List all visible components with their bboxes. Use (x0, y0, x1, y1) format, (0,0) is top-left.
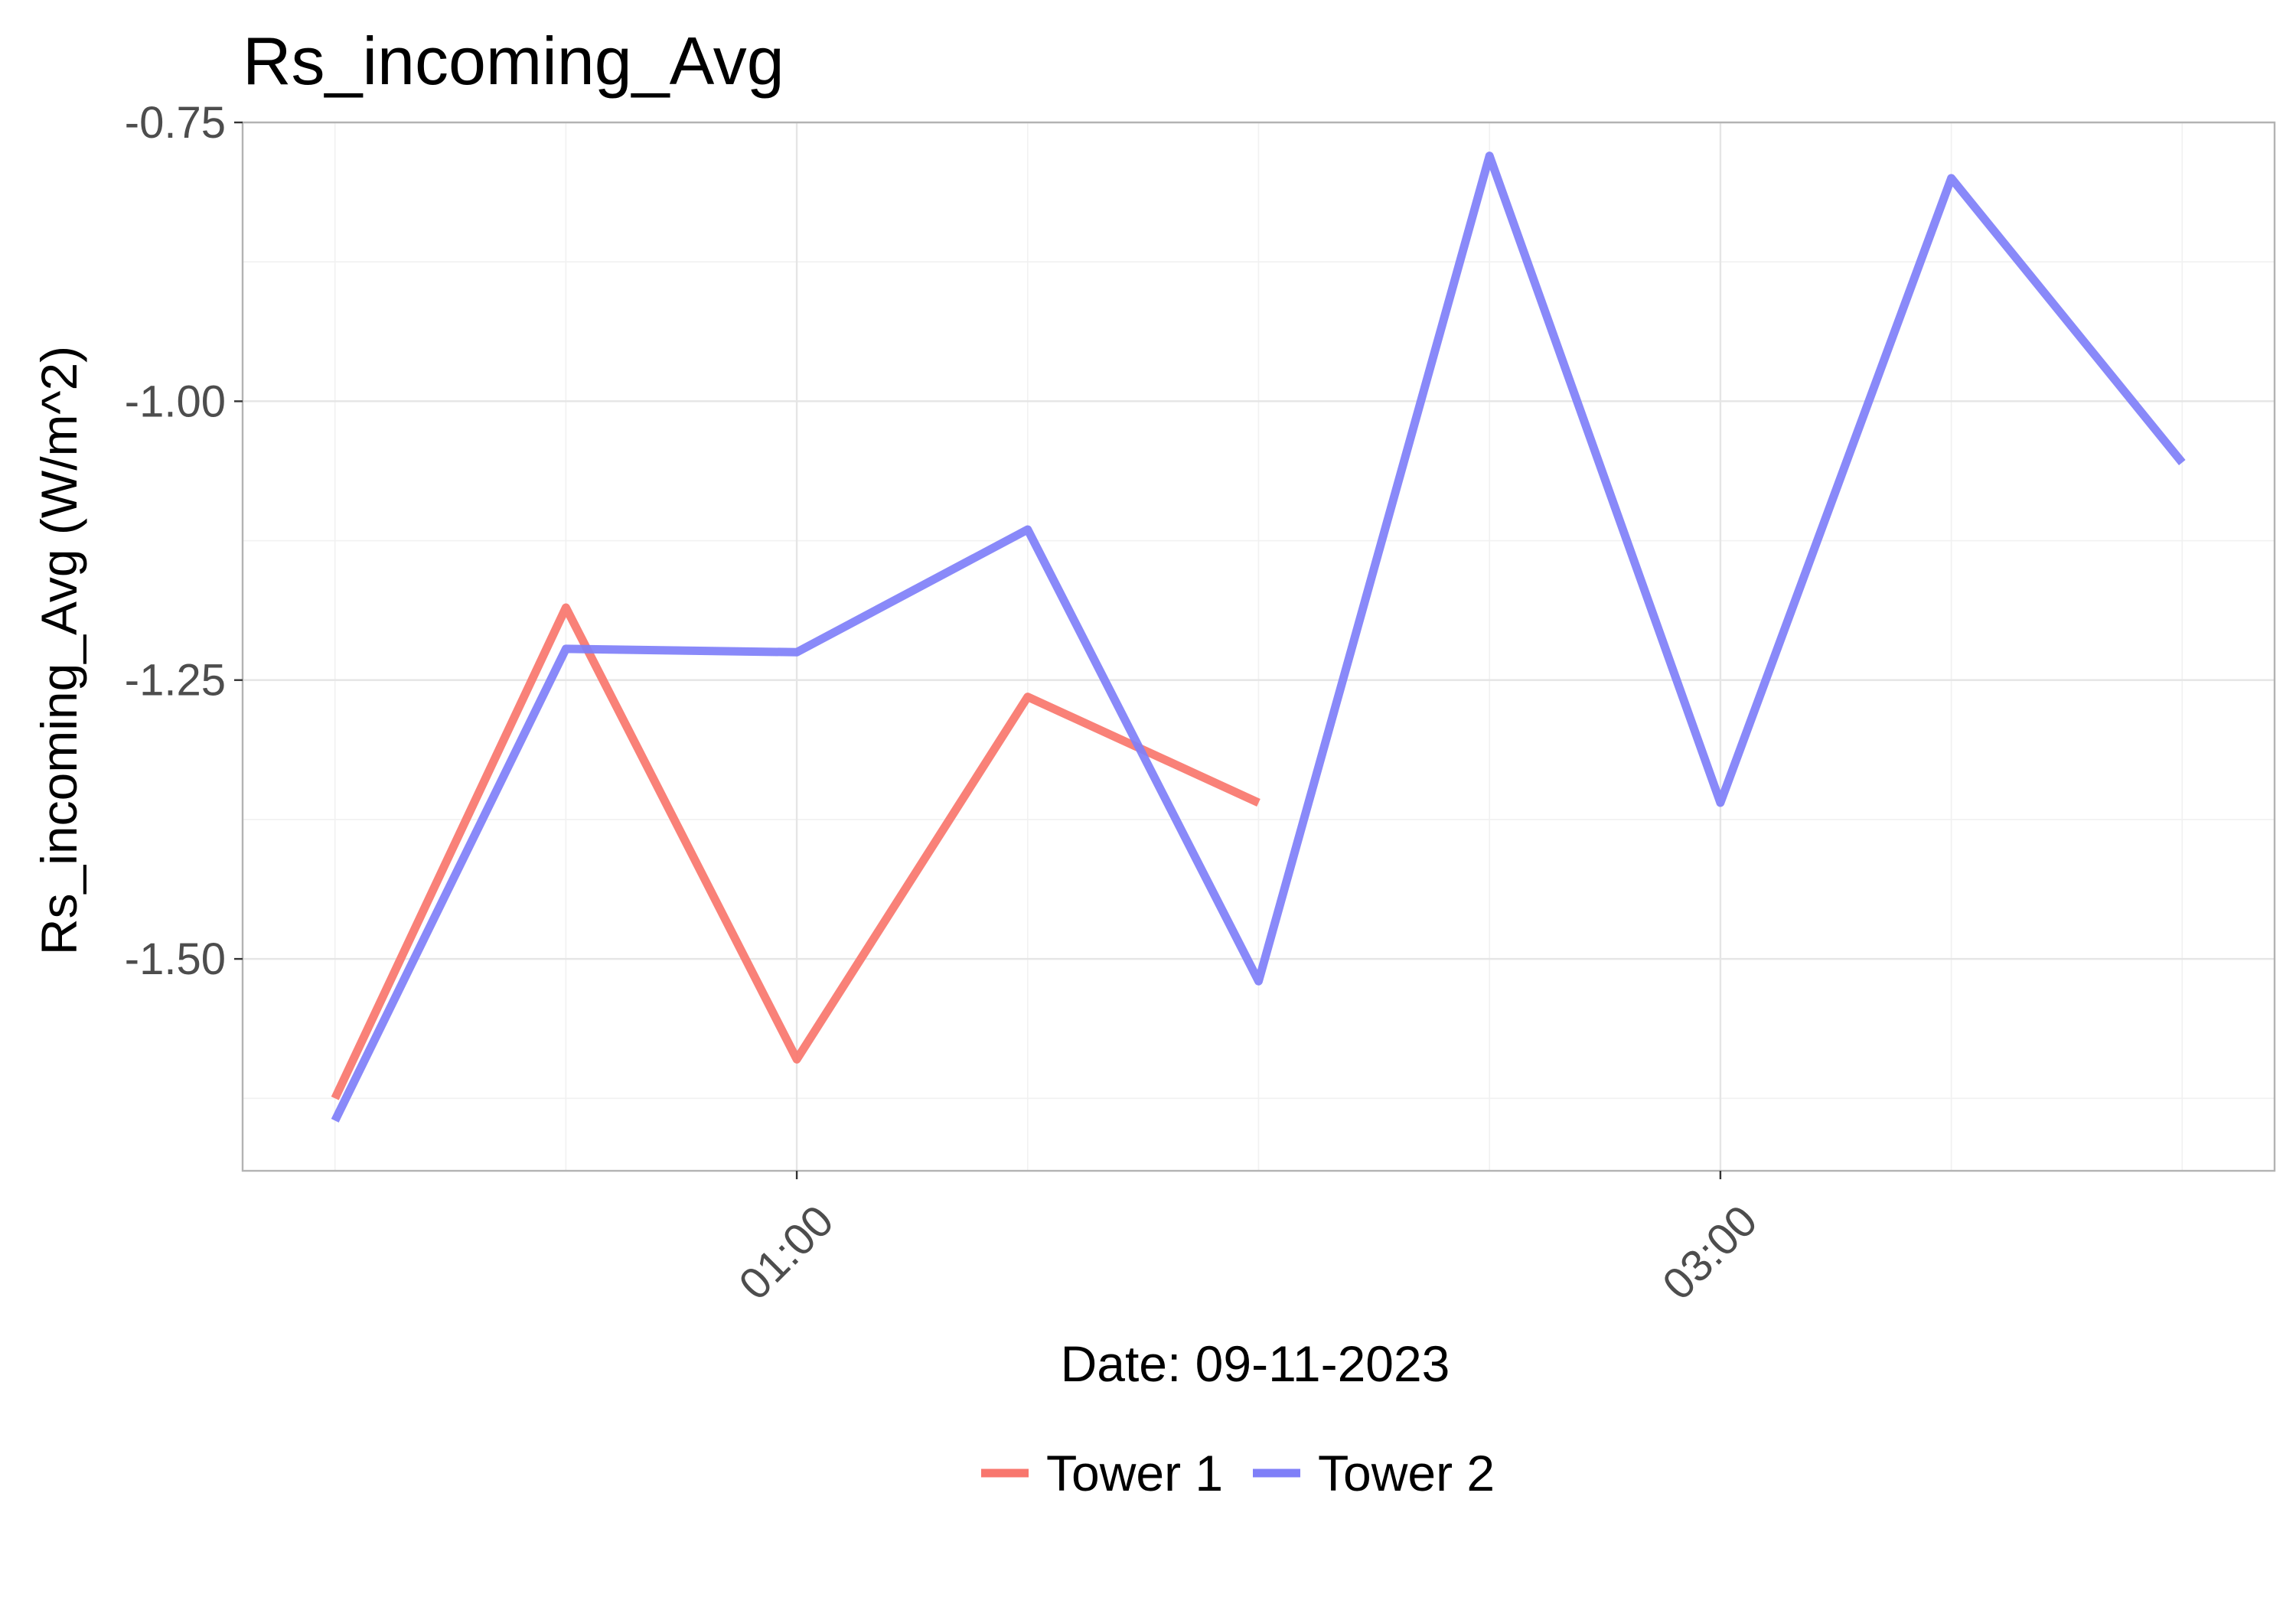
chart-title: Rs_incoming_Avg (243, 23, 784, 99)
series-line-tower-1 (331, 603, 1261, 1100)
legend-label: Tower 1 (1046, 1445, 1223, 1501)
y-axis-title: Rs_incoming_Avg (W/m^2) (31, 346, 87, 955)
series-line-tower-2 (331, 152, 2186, 1123)
y-tick-label: -1.00 (125, 376, 226, 426)
panel-border (241, 121, 2276, 1172)
series-layer (331, 152, 2186, 1123)
legend: Tower 1 Tower 2 (981, 1445, 1495, 1501)
y-tick-label: -1.50 (125, 934, 226, 984)
legend-label: Tower 2 (1318, 1445, 1495, 1501)
y-tick-label: -1.25 (125, 656, 226, 706)
x-axis-title: Date: 09-11-2023 (1061, 1335, 1450, 1392)
y-tick-label: -0.75 (125, 98, 226, 148)
